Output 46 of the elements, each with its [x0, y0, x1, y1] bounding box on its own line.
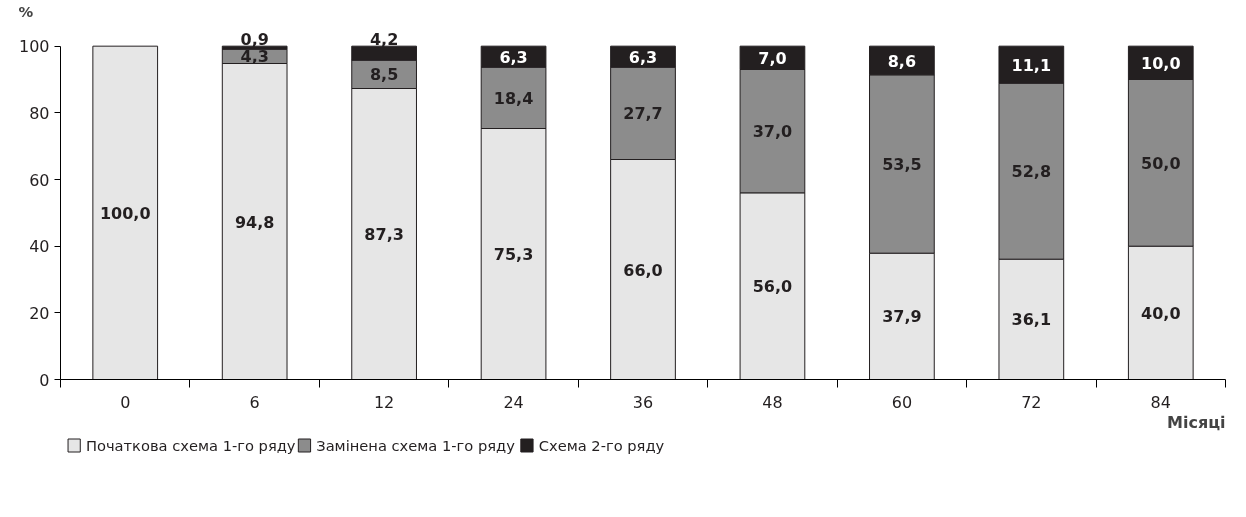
x-tick-label: 6	[249, 392, 260, 412]
x-axis-title: Місяці	[1166, 412, 1226, 432]
data-label: 37,9	[882, 307, 922, 327]
data-label: 10,0	[1141, 53, 1181, 73]
data-label: 75,3	[493, 245, 534, 264]
data-label: 66,0	[623, 260, 663, 280]
legend-label: Початкова схема 1-го ряду	[85, 437, 296, 454]
data-label: 40,0	[1141, 303, 1181, 323]
data-label: 94,8	[234, 212, 275, 232]
data-label: 7,0	[758, 48, 787, 68]
y-tick-label: 20	[29, 303, 50, 323]
data-label: 4,2	[369, 30, 399, 50]
x-tick-label: 72	[1021, 392, 1042, 412]
data-label: 8,5	[369, 65, 399, 85]
data-label: 6,3	[628, 47, 658, 67]
data-label: 36,1	[1011, 310, 1052, 330]
x-tick-label: 12	[373, 392, 395, 412]
y-tick-label: 0	[39, 370, 50, 390]
data-label: 4,3	[240, 47, 269, 67]
y-tick-label: 80	[29, 103, 50, 123]
data-label: 11,1	[1011, 55, 1052, 75]
data-label: 27,7	[623, 104, 663, 124]
legend-label: Замінена схема 1-го ряду	[316, 437, 516, 454]
data-label: 100,0	[99, 203, 151, 223]
x-tick-label: 24	[503, 392, 524, 412]
x-tick-label: 48	[762, 392, 783, 412]
legend-label: Схема 2-го ряду	[538, 437, 665, 454]
y-tick-label: 60	[29, 170, 50, 190]
x-tick-label: 0	[120, 392, 131, 412]
data-label: 18,4	[493, 88, 534, 108]
x-tick-label: 36	[632, 392, 654, 412]
data-label: 6,3	[499, 47, 528, 67]
y-tick-label: 40	[29, 237, 50, 257]
y-tick-label: 100	[18, 37, 50, 57]
data-label: 50,0	[1141, 153, 1181, 173]
data-label: 8,6	[887, 51, 917, 71]
data-label: 52,8	[1011, 162, 1052, 182]
bar	[92, 45, 159, 380]
y-axis-title: %	[18, 2, 34, 20]
data-label: 0,9	[240, 30, 269, 50]
data-label: 87,3	[364, 225, 404, 244]
x-tick-label: 84	[1150, 392, 1171, 412]
data-label: 37,0	[752, 122, 793, 142]
data-label: 56,0	[752, 277, 793, 297]
data-label: 53,5	[882, 155, 922, 174]
x-tick-label: 60	[891, 392, 913, 412]
